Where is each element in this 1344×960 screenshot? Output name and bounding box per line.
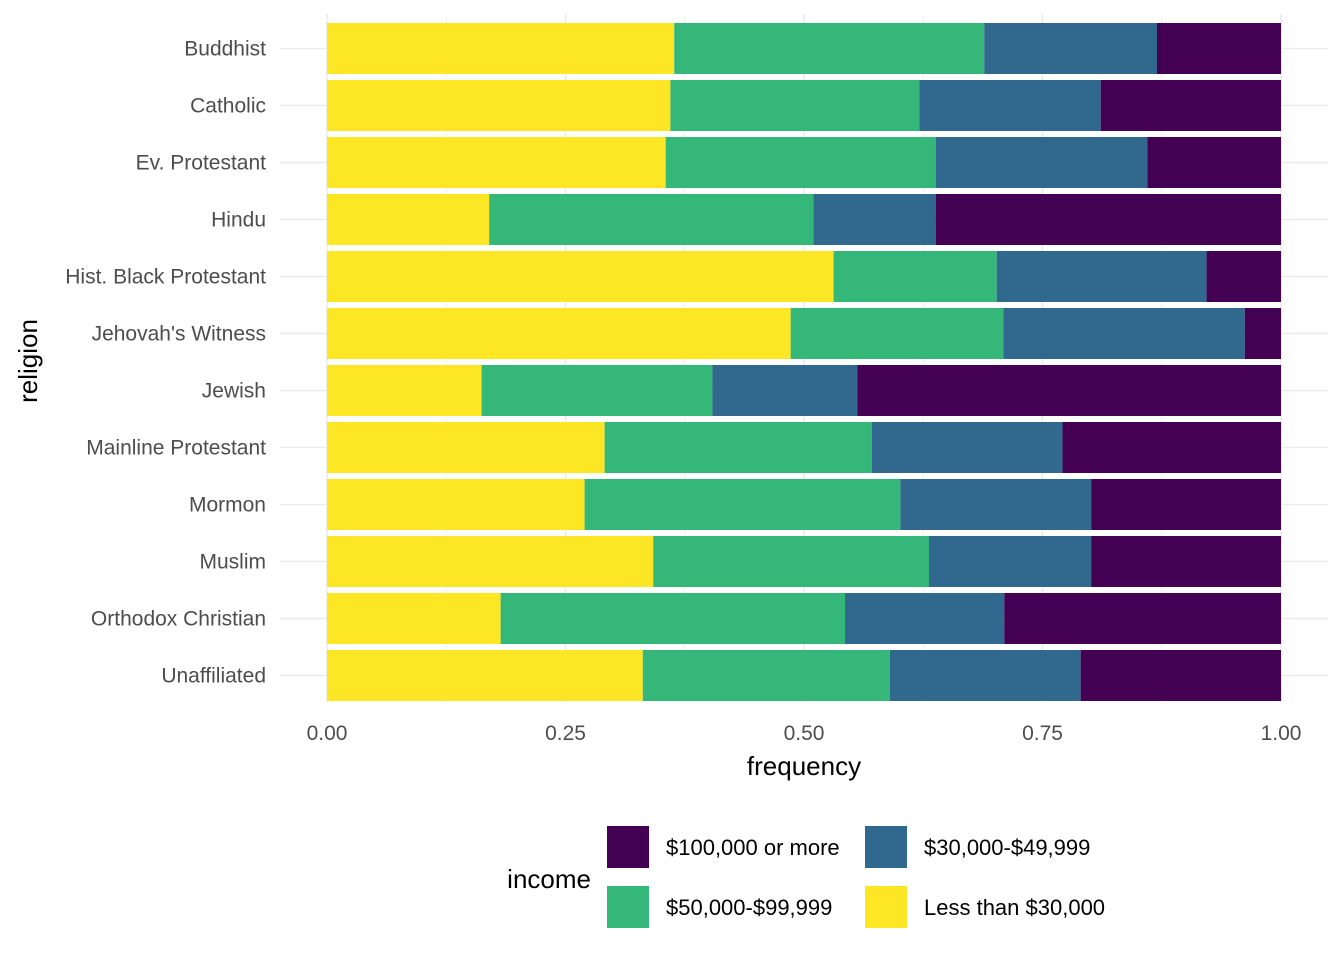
bar-segment: [984, 23, 1157, 74]
bar-segment: [1100, 80, 1281, 131]
y-tick-label: Jewish: [202, 380, 266, 403]
y-tick-label: Hist. Black Protestant: [65, 266, 266, 289]
bar-segment: [813, 194, 936, 245]
bar-segment: [1156, 23, 1281, 74]
y-tick-label: Unaffiliated: [161, 665, 266, 688]
bar-segment: [889, 650, 1081, 701]
bar-segment: [1004, 593, 1281, 644]
bar-segment: [871, 422, 1063, 473]
bar-segment: [670, 80, 920, 131]
x-tick-label: 0.25: [545, 722, 586, 745]
bars: [327, 23, 1281, 701]
y-axis-title: religion: [13, 319, 43, 403]
bar-segment: [790, 308, 1004, 359]
bar-segment: [1062, 422, 1281, 473]
y-tick-label: Catholic: [190, 95, 266, 118]
x-tick-label: 1.00: [1261, 722, 1302, 745]
bar-segment: [327, 251, 834, 302]
legend-key: [607, 886, 649, 928]
bar-segment: [481, 365, 713, 416]
bar-segment: [935, 137, 1148, 188]
bar-segment: [833, 251, 997, 302]
legend-key: [607, 826, 649, 868]
bar-segment: [327, 23, 675, 74]
y-tick-label: Buddhist: [184, 38, 266, 61]
bar-segment: [327, 422, 605, 473]
legend-label: Less than $30,000: [924, 895, 1105, 920]
legend: income $100,000 or more $30,000-$49,999 $5…: [507, 826, 1105, 928]
legend-label: $50,000-$99,999: [666, 895, 832, 920]
bar-segment: [1244, 308, 1281, 359]
bar-segment: [1091, 479, 1281, 530]
y-tick-label: Mainline Protestant: [86, 437, 266, 460]
y-tick-label: Orthodox Christian: [91, 608, 266, 631]
bar-segment: [1003, 308, 1245, 359]
bar-segment: [327, 365, 482, 416]
bar-segment: [327, 308, 791, 359]
x-tick-label: 0.50: [784, 722, 825, 745]
bar-segment: [935, 194, 1281, 245]
bar-segment: [327, 536, 654, 587]
bar-segment: [996, 251, 1207, 302]
bar-segment: [653, 536, 929, 587]
bar-segment: [1080, 650, 1281, 701]
y-tick-label: Jehovah's Witness: [92, 323, 266, 346]
y-axis-tick-labels: Buddhist Catholic Ev. Protestant Hindu Hist.…: [65, 38, 266, 688]
bar-segment: [642, 650, 890, 701]
y-tick-label: Hindu: [211, 209, 266, 232]
bar-segment: [584, 479, 901, 530]
bar-segment: [327, 650, 643, 701]
bar-segment: [712, 365, 858, 416]
y-tick-label: Mormon: [189, 494, 266, 517]
legend-title: income: [507, 864, 591, 894]
bar-segment: [1147, 137, 1281, 188]
bar-segment: [604, 422, 872, 473]
x-tick-label: 0.00: [307, 722, 348, 745]
bar-segment: [665, 137, 936, 188]
bar-segment: [919, 80, 1101, 131]
x-axis-title: frequency: [747, 751, 861, 781]
bar-segment: [327, 593, 501, 644]
bar-segment: [327, 80, 671, 131]
bar-segment: [900, 479, 1092, 530]
bar-segment: [1206, 251, 1281, 302]
bar-segment: [327, 479, 585, 530]
legend-key: [865, 886, 907, 928]
y-tick-label: Muslim: [200, 551, 267, 574]
bar-segment: [928, 536, 1092, 587]
bar-segment: [674, 23, 985, 74]
x-axis-tick-labels: 0.00 0.25 0.50 0.75 1.00: [307, 722, 1302, 745]
legend-key: [865, 826, 907, 868]
y-tick-label: Ev. Protestant: [136, 152, 267, 175]
bar-segment: [1091, 536, 1281, 587]
x-tick-label: 0.75: [1022, 722, 1063, 745]
bar-segment: [327, 137, 666, 188]
bar-segment: [500, 593, 846, 644]
legend-label: $30,000-$49,999: [924, 835, 1090, 860]
bar-segment: [857, 365, 1281, 416]
bar-segment: [845, 593, 1005, 644]
legend-label: $100,000 or more: [666, 835, 840, 860]
bar-segment: [489, 194, 814, 245]
bar-segment: [327, 194, 490, 245]
